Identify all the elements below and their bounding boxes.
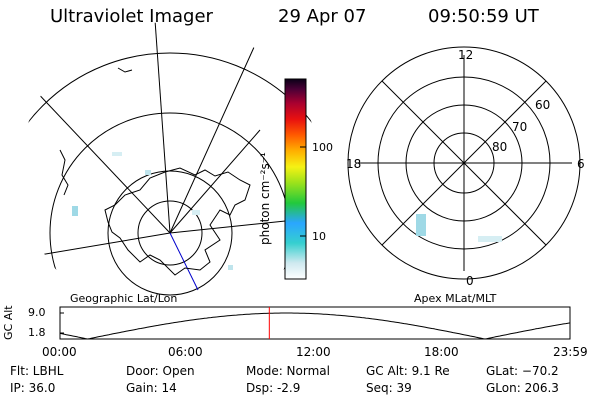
- emission-spot: [416, 214, 426, 236]
- dsp-readout: Dsp: -2.9: [246, 381, 301, 395]
- door-readout: Door: Open: [126, 364, 195, 378]
- geo-map-label: Geographic Lat/Lon: [70, 292, 178, 305]
- orbit-plot-frame: [59, 306, 571, 340]
- colorbar-unit-label: photon cm⁻²s⁻¹: [258, 152, 272, 245]
- mlat-label-70: 70: [512, 120, 528, 134]
- orbit-xtick-label: 23:59: [553, 345, 588, 359]
- mlt-label-18: 18: [346, 157, 362, 171]
- emission-spots: [72, 152, 233, 270]
- latitude-circle: [137, 200, 203, 266]
- coastline: [59, 149, 69, 196]
- orbit-ylabel: GC Alt: [2, 305, 15, 340]
- apex-map: [347, 46, 581, 280]
- apex-map-label: Apex MLat/MLT: [414, 292, 497, 305]
- meridian-line: [29, 84, 171, 234]
- seq-readout: Seq: 39: [366, 381, 412, 395]
- mlt-label-12: 12: [458, 48, 474, 62]
- orbit-xtick-label: 00:00: [42, 345, 77, 359]
- meridian-line: [169, 129, 261, 234]
- local-meridian-line: [169, 232, 199, 291]
- mlt-label-0: 0: [466, 274, 474, 288]
- colorbar-tick-label: 10: [312, 230, 326, 243]
- filter-readout: Flt: LBHL: [10, 364, 64, 378]
- colorbar-tick-label: 100: [312, 141, 333, 154]
- geo-grid: [20, 22, 320, 322]
- app-title: Ultraviolet Imager: [50, 6, 213, 27]
- meridian-line: [169, 44, 256, 234]
- date-label: 29 Apr 07: [278, 6, 367, 27]
- orbit-xtick-label: 12:00: [296, 345, 331, 359]
- colorbar: [284, 78, 307, 280]
- meridian-line: [154, 22, 171, 234]
- orbit-xtick-label: 18:00: [424, 345, 459, 359]
- gain-readout: Gain: 14: [126, 381, 177, 395]
- orbit-altitude-curve: [59, 312, 571, 340]
- glon-readout: GLon: 206.3: [486, 381, 559, 395]
- glat-readout: GLat: −70.2: [486, 364, 559, 378]
- mlat-label-60: 60: [535, 98, 551, 112]
- geo-horizon: [20, 22, 320, 322]
- orbit-plot: [59, 306, 571, 340]
- orbit-ytick-label: 1.8: [28, 326, 46, 339]
- gc-alt-readout: GC Alt: 9.1 Re: [366, 364, 450, 378]
- orbit-xtick-label: 06:00: [168, 345, 203, 359]
- meridian-line: [169, 219, 296, 234]
- mode-readout: Mode: Normal: [246, 364, 330, 378]
- mlt-line: [381, 80, 547, 246]
- meridian-line: [20, 232, 171, 261]
- emission-spot: [478, 236, 502, 242]
- mlat-circle: [347, 46, 581, 280]
- mlat-label-80: 80: [492, 140, 508, 154]
- mlt-label-6: 6: [577, 157, 585, 171]
- time-label: 09:50:59 UT: [428, 6, 539, 27]
- coastline: [104, 167, 251, 276]
- orbit-ytick-label: 9.0: [28, 306, 46, 319]
- coastline: [117, 67, 133, 73]
- ip-readout: IP: 36.0: [10, 381, 56, 395]
- latitude-circle: [20, 52, 320, 322]
